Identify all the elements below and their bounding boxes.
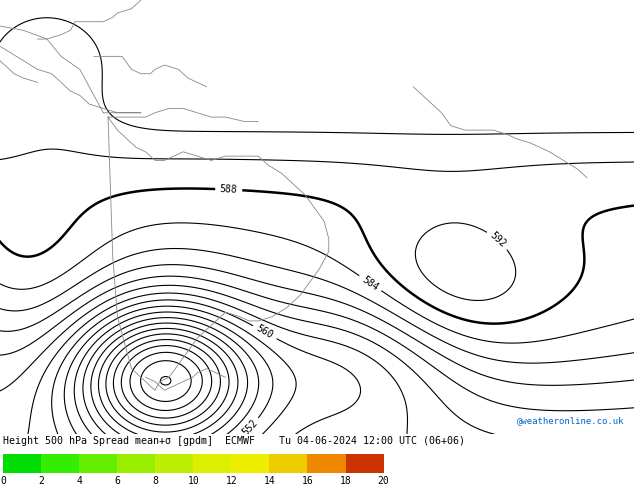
Text: 6: 6 — [114, 476, 120, 486]
Bar — [193, 455, 231, 473]
Text: @weatheronline.co.uk: @weatheronline.co.uk — [517, 416, 624, 425]
Bar — [269, 455, 307, 473]
Bar — [346, 455, 384, 473]
Text: 20: 20 — [378, 476, 389, 486]
Bar — [41, 455, 79, 473]
Text: 552: 552 — [240, 418, 259, 438]
Text: 8: 8 — [152, 476, 158, 486]
Text: 592: 592 — [488, 230, 508, 250]
Text: 560: 560 — [255, 323, 275, 341]
Text: 14: 14 — [264, 476, 275, 486]
Text: 18: 18 — [340, 476, 351, 486]
Text: 16: 16 — [302, 476, 313, 486]
Bar — [231, 455, 269, 473]
Text: 4: 4 — [76, 476, 82, 486]
Text: Height 500 hPa Spread mean+σ [gpdm]  ECMWF    Tu 04-06-2024 12:00 UTC (06+06): Height 500 hPa Spread mean+σ [gpdm] ECMW… — [3, 437, 465, 446]
Bar — [155, 455, 193, 473]
Text: 584: 584 — [360, 274, 380, 293]
Bar — [117, 455, 155, 473]
Text: 10: 10 — [188, 476, 199, 486]
Text: 588: 588 — [220, 184, 238, 195]
Bar — [79, 455, 117, 473]
Text: 0: 0 — [0, 476, 6, 486]
Bar — [3, 455, 41, 473]
Text: 12: 12 — [226, 476, 237, 486]
Bar — [307, 455, 346, 473]
Text: 2: 2 — [38, 476, 44, 486]
